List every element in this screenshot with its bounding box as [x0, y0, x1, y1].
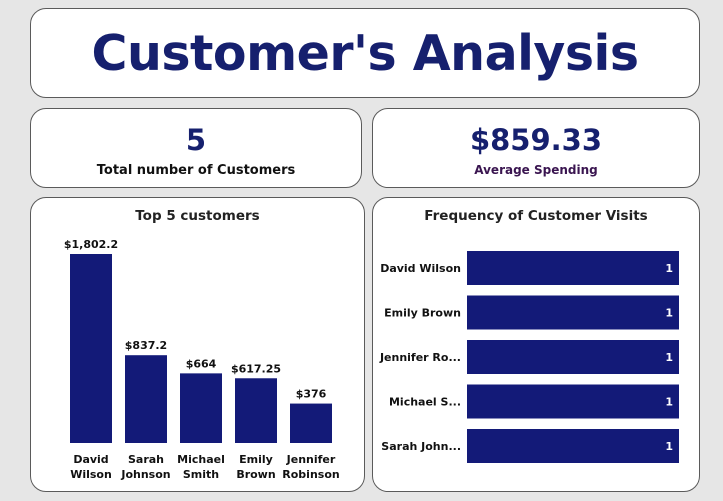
- visit-frequency-chart: David Wilson 1 Emily Brown 1 Jennifer Ro... 1…: [379, 251, 679, 463]
- bar: [467, 384, 679, 419]
- bar-data-label: 1: [665, 262, 673, 275]
- x-tick-label: Smith: [183, 468, 219, 481]
- bar-data-label: 1: [665, 307, 673, 320]
- top-customers-chart-card: Top 5 customers $1,802.2 David Wilson $837.…: [30, 197, 365, 492]
- bar: [235, 378, 277, 443]
- kpi-card-customers: 5 Total number of Customers: [30, 108, 362, 188]
- bar-data-label: 1: [665, 396, 673, 409]
- x-tick-label: Emily: [239, 453, 273, 466]
- bar: [467, 429, 679, 463]
- bar-data-label: 1: [665, 440, 673, 453]
- bar: [125, 355, 167, 443]
- y-tick-label: Sarah John...: [381, 440, 461, 453]
- x-tick-label: Wilson: [70, 468, 112, 481]
- bar-data-label: 1: [665, 351, 673, 364]
- x-tick-label: Sarah: [128, 453, 164, 466]
- visit-frequency-chart-title: Frequency of Customer Visits: [424, 208, 648, 224]
- x-tick-label: Jennifer: [286, 453, 336, 466]
- y-tick-label: Jennifer Ro...: [379, 351, 461, 364]
- page-title: Customer's Analysis: [91, 24, 639, 82]
- bar: [467, 340, 679, 374]
- bar: [467, 251, 679, 285]
- kpi-card-spending: $859.33 Average Spending: [372, 108, 700, 188]
- x-tick-label: Michael: [177, 453, 225, 466]
- y-tick-label: David Wilson: [380, 262, 461, 275]
- kpi-spending-label: Average Spending: [474, 163, 598, 177]
- y-tick-label: Emily Brown: [384, 307, 461, 320]
- x-tick-label: Robinson: [282, 468, 339, 481]
- bar-data-label: $617.25: [231, 362, 281, 375]
- bar: [70, 254, 112, 443]
- top-customers-chart-title: Top 5 customers: [135, 208, 260, 224]
- bar-data-label: $837.2: [125, 339, 167, 352]
- kpi-spending-value: $859.33: [469, 123, 603, 157]
- kpi-customers-label: Total number of Customers: [96, 163, 296, 178]
- bar-data-label: $1,802.2: [64, 238, 118, 251]
- bar: [467, 295, 679, 330]
- visit-frequency-chart-card: Frequency of Customer Visits David Wilso…: [372, 197, 700, 492]
- y-tick-label: Michael S...: [389, 396, 461, 409]
- bar: [180, 373, 222, 443]
- x-tick-label: David: [73, 453, 108, 466]
- kpi-customers-value: 5: [185, 123, 207, 157]
- x-tick-label: Brown: [236, 468, 275, 481]
- bar: [290, 403, 332, 443]
- top-customers-chart: $1,802.2 David Wilson $837.2 Sarah Johnson $66…: [64, 238, 340, 481]
- title-card: Customer's Analysis: [30, 8, 700, 98]
- x-tick-label: Johnson: [120, 468, 170, 481]
- bar-data-label: $664: [186, 357, 217, 370]
- bar-data-label: $376: [296, 388, 327, 401]
